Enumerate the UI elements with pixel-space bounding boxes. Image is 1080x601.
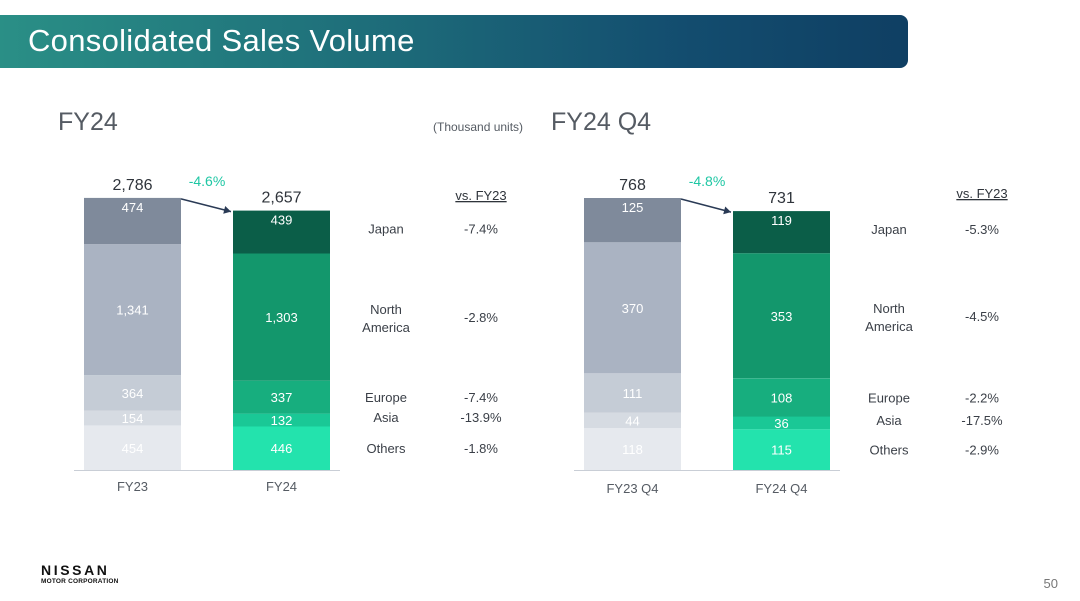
vs-value: -2.8% xyxy=(464,310,498,325)
vs-value: -4.5% xyxy=(965,309,999,324)
category-label: FY24 Q4 xyxy=(755,481,807,496)
vs-value: -7.4% xyxy=(464,390,498,405)
bar-segment-others-fy24-q4 xyxy=(733,429,830,470)
region-label: America xyxy=(362,320,410,335)
data-label: 125 xyxy=(622,200,644,215)
data-label: 364 xyxy=(122,386,144,401)
chart-title-fy24: FY24 xyxy=(58,108,118,136)
total-label: 731 xyxy=(768,190,795,207)
total-label: 2,657 xyxy=(261,190,301,207)
region-label: America xyxy=(865,319,913,334)
vs-value: -2.2% xyxy=(965,390,999,405)
data-label: 439 xyxy=(271,213,293,228)
vs-value: -1.8% xyxy=(464,441,498,456)
bar-segment-north-america-fy24-q4 xyxy=(733,253,830,379)
bar-segment-asia-fy24 xyxy=(233,413,330,427)
bar-segment-north-america-fy23-q4 xyxy=(584,242,681,374)
bar-segment-japan-fy24-q4 xyxy=(733,211,830,254)
data-label: 353 xyxy=(771,309,793,324)
total-change-label: -4.8% xyxy=(689,173,726,189)
region-label: Europe xyxy=(365,390,407,405)
region-label: Europe xyxy=(868,390,910,405)
change-arrow-line xyxy=(680,198,732,213)
bar-segment-asia-fy23 xyxy=(84,410,181,426)
bar-segment-japan-fy23-q4 xyxy=(584,198,681,243)
vs-value: -2.9% xyxy=(965,443,999,458)
data-label: 118 xyxy=(622,442,643,457)
region-label: North xyxy=(370,302,402,317)
change-arrow-head xyxy=(223,205,231,214)
category-label: FY23 xyxy=(117,479,148,494)
bar-segment-europe-fy23 xyxy=(84,375,181,411)
data-label: 1,341 xyxy=(116,303,149,318)
units-note: (Thousand units) xyxy=(433,120,524,134)
bar-segment-asia-fy24-q4 xyxy=(733,416,830,430)
region-label: Japan xyxy=(368,222,403,237)
vs-header: vs. FY23 xyxy=(455,188,506,203)
vs-value: -7.4% xyxy=(464,222,498,237)
vs-value: -17.5% xyxy=(961,413,1003,428)
logo-wordmark: NISSAN xyxy=(41,562,110,578)
region-label: North xyxy=(873,301,905,316)
bar-segment-japan-fy24 xyxy=(233,210,330,254)
total-label: 768 xyxy=(619,177,646,194)
data-label: 115 xyxy=(771,443,792,458)
vs-value: -13.9% xyxy=(460,410,502,425)
change-arrow-head xyxy=(723,206,731,215)
data-label: 111 xyxy=(623,386,643,401)
bar-segment-others-fy23-q4 xyxy=(584,428,681,470)
bar-segment-japan-fy23 xyxy=(84,197,181,245)
data-label: 36 xyxy=(774,416,788,431)
data-label: 370 xyxy=(622,301,644,316)
bar-segment-north-america-fy24 xyxy=(233,253,330,381)
bar-segment-north-america-fy23 xyxy=(84,244,181,376)
data-label: 1,303 xyxy=(265,310,298,325)
chart-title-fy24-q4: FY24 Q4 xyxy=(551,108,652,136)
region-label: Others xyxy=(869,443,909,458)
total-change-label: -4.6% xyxy=(189,173,226,189)
data-label: 154 xyxy=(122,411,144,426)
bar-segment-others-fy23 xyxy=(84,425,181,470)
region-label: Japan xyxy=(871,222,906,237)
data-label: 454 xyxy=(122,441,144,456)
vs-value: -5.3% xyxy=(965,222,999,237)
bar-segment-europe-fy24 xyxy=(233,380,330,414)
bar-segment-europe-fy24-q4 xyxy=(733,378,830,417)
data-label: 446 xyxy=(271,441,293,456)
category-label: FY23 Q4 xyxy=(606,481,658,496)
region-label: Asia xyxy=(876,413,902,428)
category-label: FY24 xyxy=(266,479,297,494)
data-label: 337 xyxy=(271,390,293,405)
bar-segment-europe-fy23-q4 xyxy=(584,373,681,413)
bar-segment-others-fy24 xyxy=(233,426,330,470)
data-label: 108 xyxy=(771,390,793,405)
region-label: Others xyxy=(366,441,406,456)
logo-subtitle: MOTOR CORPORATION xyxy=(41,578,119,585)
data-label: 44 xyxy=(625,413,639,428)
page-title: Consolidated Sales Volume xyxy=(28,23,415,58)
page-number: 50 xyxy=(1043,576,1058,591)
bar-segment-asia-fy23-q4 xyxy=(584,412,681,429)
title-banner: Consolidated Sales Volume xyxy=(0,15,908,68)
data-label: 474 xyxy=(122,200,144,215)
region-label: Asia xyxy=(373,410,399,425)
data-label: 119 xyxy=(771,213,792,228)
nissan-logo: NISSAN MOTOR CORPORATION xyxy=(41,563,119,586)
vs-header: vs. FY23 xyxy=(956,186,1007,201)
total-label: 2,786 xyxy=(112,177,152,194)
data-label: 132 xyxy=(271,413,293,428)
change-arrow-line xyxy=(180,198,232,213)
